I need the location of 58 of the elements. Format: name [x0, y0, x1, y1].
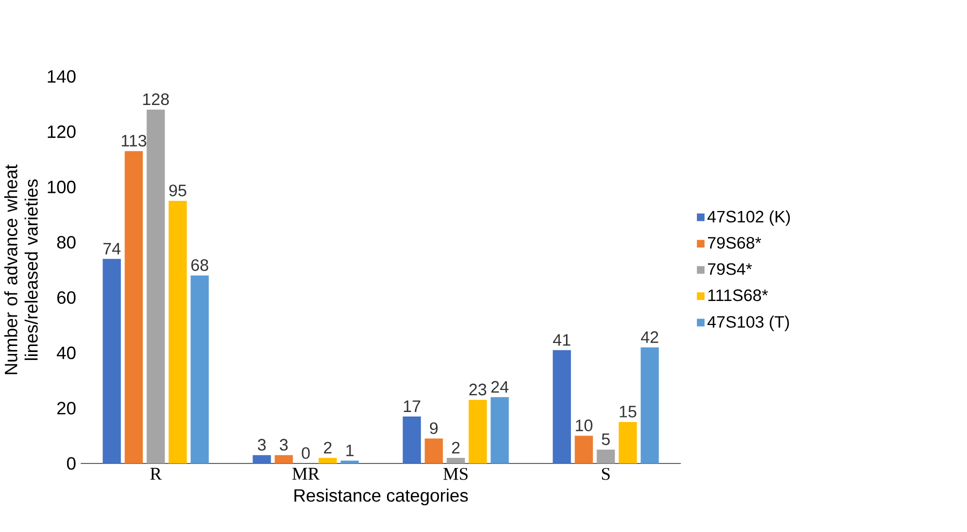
data-label: 24 [491, 380, 508, 392]
y-tick-label: 100 [48, 180, 76, 194]
y-tick-label: 40 [56, 346, 76, 360]
bar [402, 416, 421, 464]
bar [124, 150, 143, 464]
legend-label: 79S4* [708, 263, 752, 275]
y-tick-label: 120 [48, 125, 76, 138]
data-label: 68 [191, 259, 208, 271]
bar [318, 458, 337, 464]
bar [618, 422, 637, 464]
data-label: 113 [122, 134, 146, 146]
x-tick-label: MS [443, 468, 468, 480]
y-tick-label: 20 [57, 402, 76, 414]
y-tick-label: 60 [57, 291, 76, 304]
legend-label: 79S68* [708, 236, 762, 249]
data-label: 10 [576, 419, 592, 432]
y-axis-title: Number of advance wheat lines/released varieties [4, 164, 38, 374]
bar [168, 200, 187, 464]
bar [340, 460, 359, 464]
data-label: 9 [430, 422, 438, 434]
data-label: 3 [258, 438, 266, 451]
bar [468, 400, 487, 464]
bar [102, 258, 121, 464]
legend-label: 47S102 (K) [707, 210, 790, 226]
legend-label: 111S68* [708, 289, 768, 302]
bar [446, 458, 465, 464]
bar [146, 110, 165, 464]
bar [274, 455, 293, 464]
bar [574, 436, 593, 464]
bar [252, 455, 271, 464]
data-label: 5 [602, 433, 610, 445]
x-tick-label: MR [292, 468, 320, 480]
data-label: 41 [553, 334, 570, 346]
data-label: 0 [302, 447, 310, 459]
data-label: 23 [469, 384, 486, 396]
data-label: 15 [620, 406, 636, 418]
data-label: 17 [404, 400, 420, 412]
data-label: 128 [143, 93, 169, 105]
y-tick-label: 80 [57, 236, 76, 249]
bar [596, 450, 615, 464]
legend-label: 47S103 (T) [707, 316, 789, 331]
bar [190, 275, 209, 464]
bar [552, 350, 571, 464]
data-label: 2 [324, 442, 332, 454]
bar [490, 396, 509, 464]
data-label: 74 [103, 242, 121, 254]
x-tick-label: R [150, 468, 162, 480]
y-tick-label: 140 [48, 70, 76, 83]
y-tick-label: 0 [67, 457, 76, 470]
x-tick-label: S [602, 468, 610, 480]
bar [424, 438, 443, 464]
data-label: 2 [452, 442, 460, 454]
x-axis-title: Resistance categories [294, 488, 468, 506]
data-label: 95 [169, 184, 186, 196]
data-label: 1 [346, 444, 354, 456]
data-label: 3 [280, 438, 288, 451]
data-label: 42 [640, 331, 658, 343]
bar [640, 347, 659, 464]
